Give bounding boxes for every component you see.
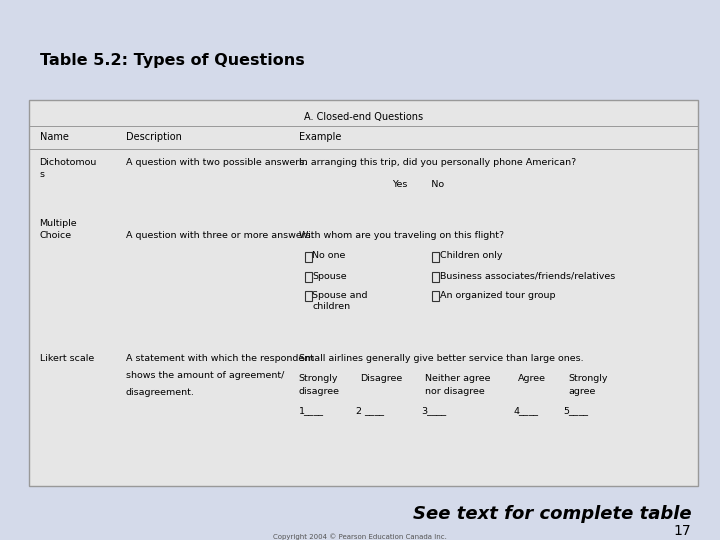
Text: A question with three or more answers.: A question with three or more answers. [126,231,314,240]
Text: Multiple
Choice: Multiple Choice [40,219,77,240]
Text: In arranging this trip, did you personally phone American?: In arranging this trip, did you personal… [299,158,576,167]
Text: disagree: disagree [299,387,340,396]
FancyBboxPatch shape [305,252,312,262]
Text: 17: 17 [674,524,691,538]
Text: 3____: 3____ [421,407,446,416]
Text: A question with two possible answers.: A question with two possible answers. [126,158,307,167]
Text: Yes        No: Yes No [392,180,444,189]
Text: Strongly: Strongly [569,374,608,383]
FancyBboxPatch shape [305,272,312,282]
Text: 2 ____: 2 ____ [356,407,384,416]
Text: Business associates/friends/relatives: Business associates/friends/relatives [440,272,615,281]
Text: Table 5.2: Types of Questions: Table 5.2: Types of Questions [40,52,305,68]
Text: Agree: Agree [518,374,546,383]
Text: children: children [312,302,351,312]
Text: No one: No one [312,251,346,260]
Text: A statement with which the respondent: A statement with which the respondent [126,354,314,363]
Text: disagreement.: disagreement. [126,388,195,397]
Text: See text for complete table: See text for complete table [413,505,691,523]
Text: An organized tour group: An organized tour group [440,291,555,300]
Text: Name: Name [40,132,68,143]
Text: Spouse: Spouse [312,272,347,281]
Text: Example: Example [299,132,341,143]
FancyBboxPatch shape [432,252,439,262]
Text: Spouse and: Spouse and [312,291,368,300]
FancyBboxPatch shape [305,291,312,301]
Text: agree: agree [569,387,596,396]
Text: Neither agree: Neither agree [425,374,490,383]
Text: Strongly: Strongly [299,374,338,383]
Text: shows the amount of agreement/: shows the amount of agreement/ [126,371,284,380]
Text: 4____: 4____ [513,407,539,416]
FancyBboxPatch shape [432,272,439,282]
FancyBboxPatch shape [29,100,698,486]
FancyBboxPatch shape [432,291,439,301]
Text: 1____: 1____ [299,407,324,416]
Text: Disagree: Disagree [360,374,402,383]
Text: With whom are you traveling on this flight?: With whom are you traveling on this flig… [299,231,504,240]
Text: Small airlines generally give better service than large ones.: Small airlines generally give better ser… [299,354,583,363]
Text: Dichotomou
s: Dichotomou s [40,158,97,179]
Text: 5____: 5____ [564,407,589,416]
Text: nor disagree: nor disagree [425,387,485,396]
Text: Children only: Children only [440,251,503,260]
Text: Copyright 2004 © Pearson Education Canada Inc.: Copyright 2004 © Pearson Education Canad… [273,534,447,540]
Text: Likert scale: Likert scale [40,354,94,363]
Text: A. Closed-end Questions: A. Closed-end Questions [304,112,423,122]
Text: Description: Description [126,132,182,143]
